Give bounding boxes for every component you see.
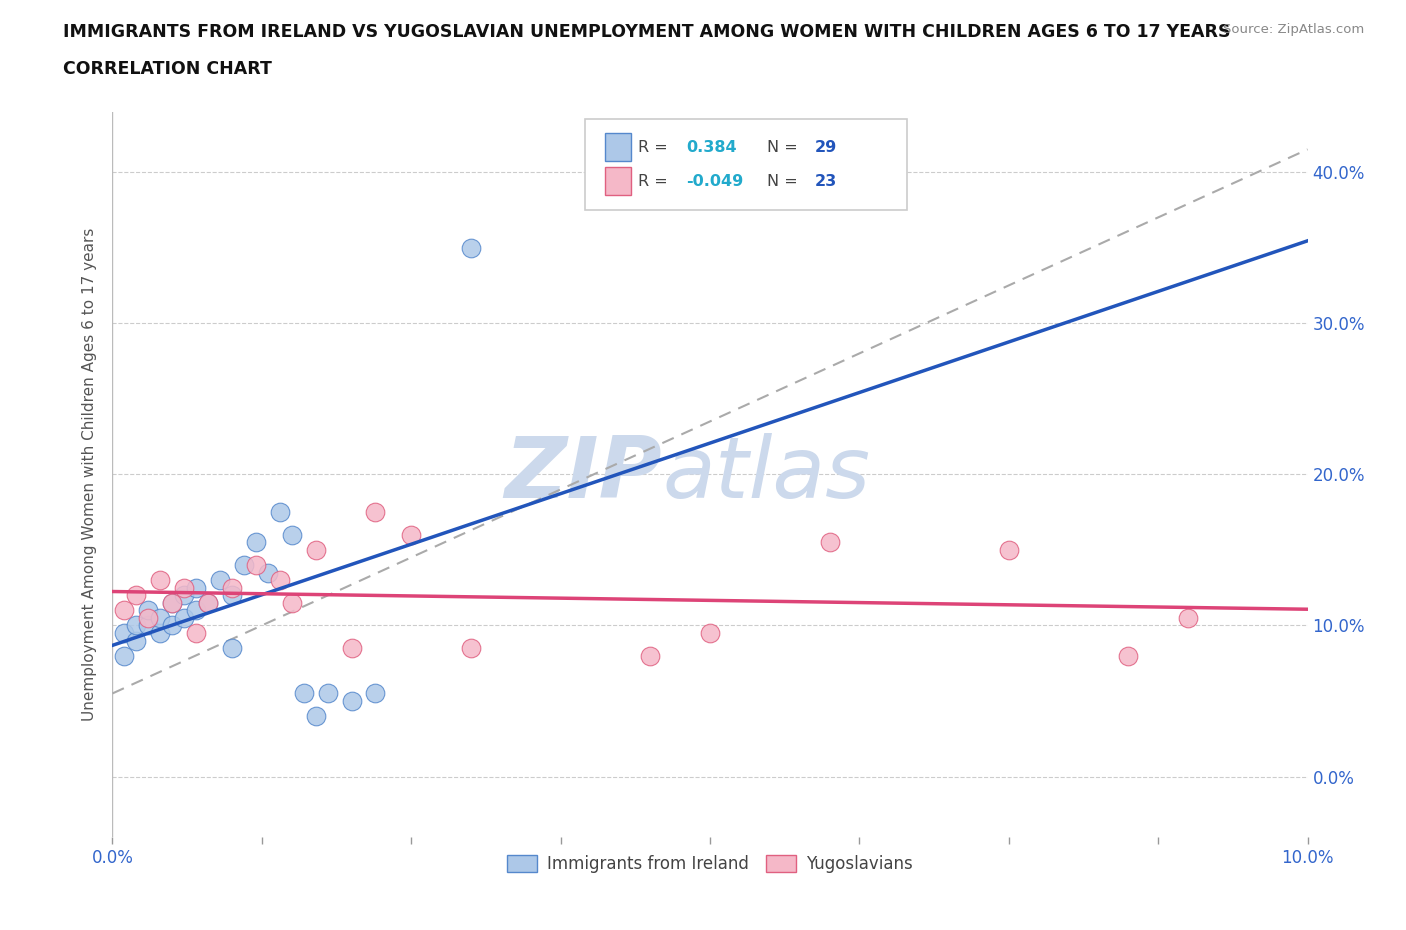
Point [269,505,291,520]
Text: CORRELATION CHART: CORRELATION CHART [63,60,273,78]
Point [221,580,243,595]
Point [149,610,172,625]
Point [269,573,291,588]
Point [699,626,721,641]
Point [138,610,160,625]
Point [162,618,183,633]
Point [186,626,208,641]
Point [364,505,387,520]
Legend: Immigrants from Ireland, Yugoslavians: Immigrants from Ireland, Yugoslavians [501,848,920,880]
Point [162,595,183,610]
FancyBboxPatch shape [605,167,631,195]
FancyBboxPatch shape [585,119,907,209]
Text: ZIP: ZIP [505,432,662,516]
Point [640,648,662,663]
Point [245,535,267,550]
Text: R =: R = [638,174,673,189]
Point [197,595,219,610]
Point [209,573,232,588]
Point [125,618,148,633]
Text: 0.384: 0.384 [686,140,737,154]
Point [460,641,482,656]
Text: R =: R = [638,140,673,154]
Point [138,603,160,618]
Point [305,709,328,724]
Point [125,588,148,603]
Point [818,535,841,550]
Point [186,580,208,595]
Point [162,595,183,610]
Text: IMMIGRANTS FROM IRELAND VS YUGOSLAVIAN UNEMPLOYMENT AMONG WOMEN WITH CHILDREN AG: IMMIGRANTS FROM IRELAND VS YUGOSLAVIAN U… [63,23,1230,41]
Point [149,626,172,641]
Point [197,595,219,610]
Point [292,686,315,701]
Point [114,648,135,663]
Point [281,595,304,610]
Y-axis label: Unemployment Among Women with Children Ages 6 to 17 years: Unemployment Among Women with Children A… [82,228,97,721]
Point [305,542,328,557]
Point [401,527,423,542]
Text: 23: 23 [815,174,838,189]
Point [173,580,195,595]
Text: -0.049: -0.049 [686,174,744,189]
Point [1118,648,1140,663]
FancyBboxPatch shape [605,133,631,161]
Point [364,686,387,701]
Text: 29: 29 [815,140,838,154]
Point [257,565,280,580]
Point [281,527,304,542]
Point [186,603,208,618]
Point [340,641,363,656]
Point [340,694,363,709]
Point [1177,610,1199,625]
Point [316,686,339,701]
Text: atlas: atlas [662,432,870,516]
Point [125,633,148,648]
Text: Source: ZipAtlas.com: Source: ZipAtlas.com [1223,23,1364,36]
Point [149,573,172,588]
Point [221,641,243,656]
Point [114,626,135,641]
Point [173,610,195,625]
Point [221,588,243,603]
Point [998,542,1021,557]
Text: N =: N = [768,174,803,189]
Point [245,558,267,573]
Point [114,603,135,618]
Point [233,558,256,573]
Text: N =: N = [768,140,803,154]
Point [138,618,160,633]
Point [460,240,482,255]
Point [173,588,195,603]
